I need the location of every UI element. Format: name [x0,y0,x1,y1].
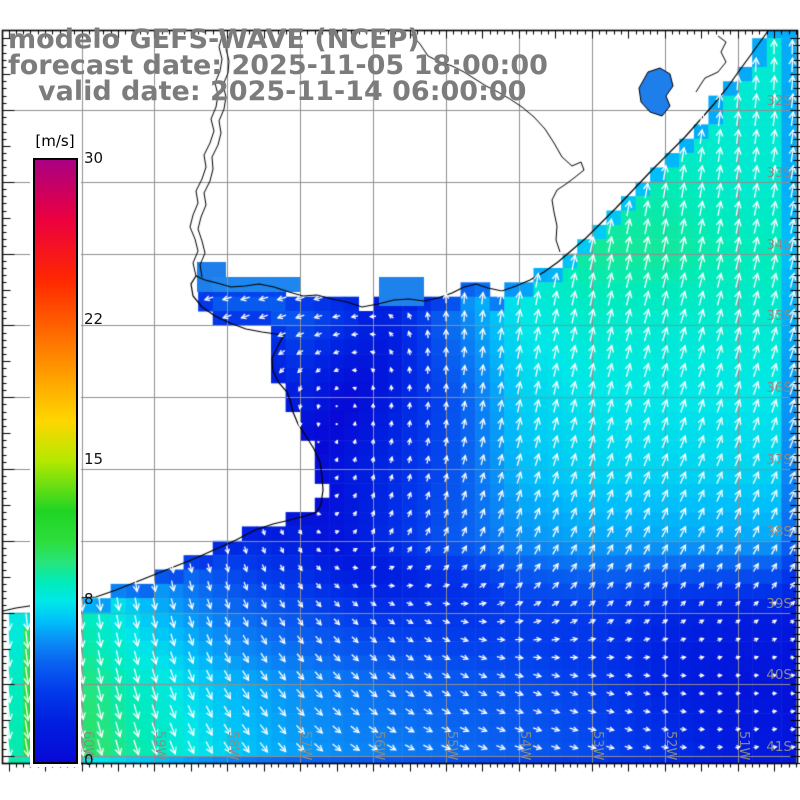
lat-label-39S: 39S [766,595,792,612]
lon-label-59W: 59W [152,731,168,761]
colorbar-unit-label: [m/s] [35,132,75,150]
lat-label-35S: 35S [766,308,792,325]
colorbar-tick-22: 22 [84,309,104,328]
lon-label-54W: 54W [516,731,532,761]
lat-label-38S: 38S [766,523,792,540]
colorbar-tick-8: 8 [84,590,94,609]
lon-label-58W: 58W [225,731,241,761]
lat-label-32S: 32S [766,93,792,109]
colorbar-tick-30: 30 [84,149,104,167]
colorbar-tick-0: 0 [84,751,94,769]
lat-label-41S: 41S [766,739,792,756]
colorbar [33,158,78,764]
lat-label-34S: 34S [766,236,792,253]
lat-label-33S: 33S [766,164,792,181]
lon-label-51W: 51W [735,731,751,761]
lon-label-56W: 56W [371,731,387,761]
lon-label-53W: 53W [589,731,605,761]
lon-label-52W: 52W [662,731,678,761]
lat-label-36S: 36S [766,380,792,397]
colorbar-tick-15: 15 [84,450,104,468]
lon-label-55W: 55W [444,731,459,761]
lat-label-40S: 40S [766,667,792,684]
lat-label-37S: 37S [766,452,792,468]
lon-label-57W: 57W [298,731,314,761]
